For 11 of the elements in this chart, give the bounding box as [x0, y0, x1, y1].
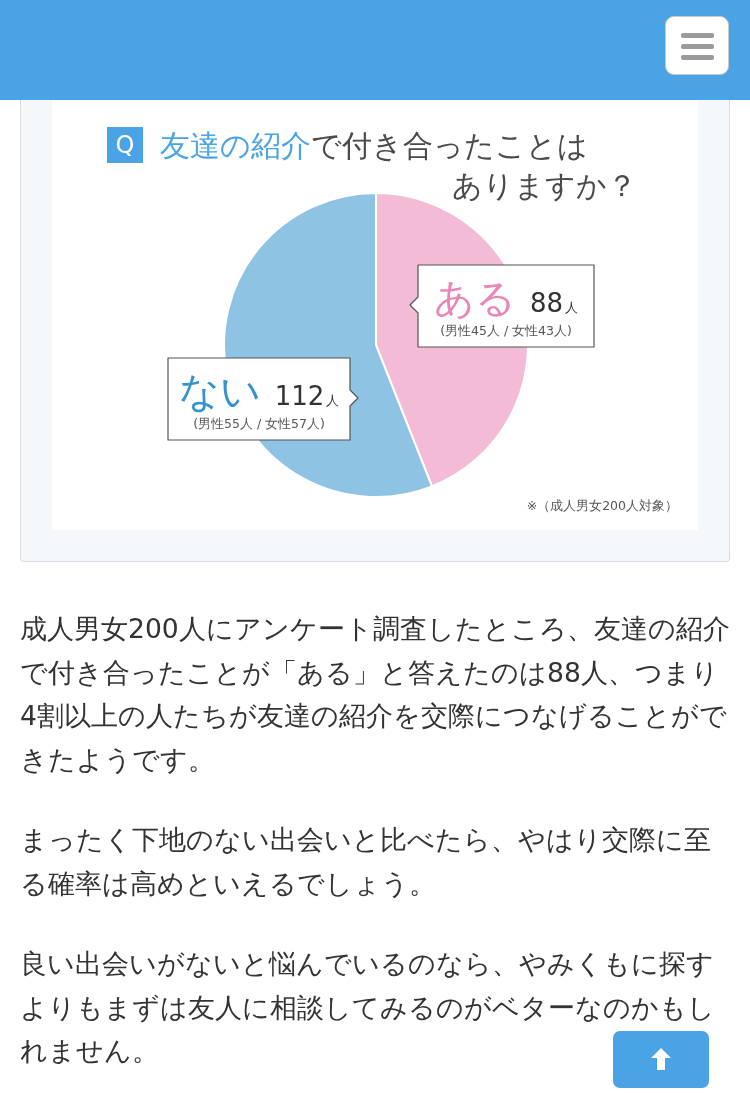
slice-label: ある — [433, 275, 516, 321]
text: (男性55人 / 女性57人) — [193, 416, 325, 431]
text: 良い出会いがないと悩んでいるのなら、やみくもに探すよりもまずは友人に相談してみるのがベターなのかもしれません。 — [20, 947, 716, 1068]
data-label: 88人 — [529, 288, 579, 318]
text: (男性45人 / 女性43人) — [440, 323, 572, 338]
text: ※（成人男女200人対象） — [525, 498, 678, 515]
slice-label: ない — [178, 368, 261, 414]
chart-title: 友達の紹介で付き合ったことはありますか？ — [160, 127, 637, 205]
text: Q — [107, 127, 143, 163]
text: まったく下地のない出会いと比べたら、やはり交際に至る確率は高めといえるでしょう。 — [20, 823, 712, 901]
text: 成人男女200人にアンケート調査したところ、友達の紹介で付き合ったことが「ある」と答えたのは88人、つまり4割以上の人たちが友達の紹介を交際につなげることができたようです。 — [20, 612, 730, 777]
